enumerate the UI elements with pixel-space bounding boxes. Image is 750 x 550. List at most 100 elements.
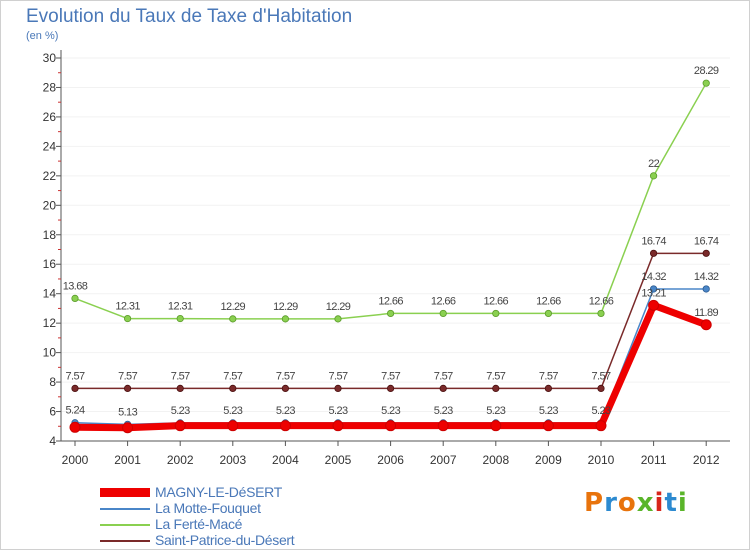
y-tick-label: 8 [49,375,56,389]
data-label-saint-patrice: 7.57 [118,370,137,382]
legend-label-la-ferte-mace: La Ferté-Macé [155,516,243,532]
data-label-la-ferte-mace: 12.31 [115,301,140,313]
y-tick-label: 6 [49,405,56,419]
data-label-la-ferte-mace: 12.66 [484,295,509,307]
x-tick-label: 2008 [482,453,509,467]
data-label-la-ferte-mace: 12.66 [378,295,403,307]
legend-item-magny: MAGNY-LE-DéSERT [100,484,360,501]
proxiti-logo: Proxiti [584,488,688,518]
data-label-la-ferte-mace: 12.29 [273,301,298,313]
x-tick-label: 2011 [641,453,667,467]
legend-label-la-motte-fouquet: La Motte-Fouquet [155,500,261,516]
legend-label-magny: MAGNY-LE-DéSERT [155,484,282,500]
data-point-saint-patrice [334,384,342,393]
data-label-la-ferte-mace: 12.29 [221,301,246,313]
data-point-la-ferte-mace [649,172,658,180]
y-tick-label: 16 [43,257,57,271]
data-label-saint-patrice: 7.57 [539,370,558,382]
x-tick-label: 2009 [535,453,562,467]
data-label-saint-patrice: 7.57 [381,370,400,382]
series-line-la-ferte-mace [74,82,707,320]
legend-label-saint-patrice: Saint-Patrice-du-Désert [155,532,295,548]
data-label-la-ferte-mace: 12.29 [326,301,351,313]
y-tick-label: 18 [43,228,57,242]
y-tick-label: 14 [43,287,57,301]
data-point-la-ferte-mace [492,309,500,318]
legend-swatch-la-motte-fouquet [100,508,150,510]
logo-letter: r [604,488,618,518]
data-label-la-ferte-mace: 12.66 [431,295,456,307]
chart-title: Evolution du Taux de Taxe d'Habitation [26,6,353,27]
legend-swatch-magny [100,488,150,497]
data-label-la-motte-fouquet: 5.23 [434,405,453,417]
data-point-la-ferte-mace [439,309,447,318]
logo-letter: P [584,488,605,518]
data-point-la-ferte-mace [71,294,79,303]
data-point-magny [174,420,186,432]
x-tick-label: 2005 [325,453,352,467]
data-label-la-motte-fouquet: 5.13 [118,406,137,418]
data-label-magny: 13.21 [641,287,666,299]
data-point-magny [227,420,239,432]
y-tick-label: 12 [43,316,57,330]
data-label-la-motte-fouquet: 5.23 [539,405,558,417]
data-point-magny [332,420,344,432]
logo-letter: i [654,488,665,518]
data-point-la-ferte-mace [124,314,132,323]
data-point-la-ferte-mace [334,315,342,323]
data-label-saint-patrice: 16.74 [694,235,719,247]
data-label-la-motte-fouquet: 5.23 [276,405,295,417]
data-point-saint-patrice [702,249,710,257]
data-point-saint-patrice [597,384,605,393]
data-point-magny [595,420,607,432]
data-label-la-motte-fouquet: 5.23 [591,405,610,417]
logo-letter: i [677,488,688,518]
data-point-la-ferte-mace [702,79,710,87]
y-axis-unit-label: (en %) [26,30,59,42]
data-point-la-ferte-mace [597,309,605,318]
data-label-la-motte-fouquet: 5.23 [381,405,400,417]
data-point-magny [122,422,134,434]
line-chart: 4 6 8 10 12 14 16 18 20 22 24 26 28 30 2000 2001 2002 200… [43,50,730,467]
data-label-la-ferte-mace: 28.29 [694,65,719,77]
data-label-la-motte-fouquet: 14.32 [694,271,719,283]
data-point-saint-patrice [71,384,79,393]
data-label-saint-patrice: 16.74 [641,235,666,247]
data-point-la-ferte-mace [386,309,395,318]
x-tick-label: 2006 [377,453,404,467]
chart-legend: MAGNY-LE-DéSERT La Motte-Fouquet La Fert… [100,484,360,549]
data-point-la-ferte-mace [176,314,184,323]
data-label-la-ferte-mace: 12.66 [589,295,614,307]
legend-item-saint-patrice: Saint-Patrice-du-Désert [100,532,360,549]
logo-letter: t [664,488,678,518]
data-point-magny [69,421,81,433]
data-point-la-ferte-mace [544,309,553,318]
data-point-la-motte-fouquet [649,285,658,293]
data-point-magny [279,420,291,432]
data-point-la-ferte-mace [281,315,289,323]
data-label-la-motte-fouquet: 5.24 [65,405,84,417]
data-point-saint-patrice [229,384,237,393]
data-label-la-ferte-mace: 12.31 [168,301,193,313]
legend-swatch-saint-patrice [100,540,150,542]
data-point-magny [648,299,660,311]
series-line-saint-patrice [75,252,707,390]
data-point-saint-patrice [544,384,553,393]
data-point-magny [437,420,449,432]
data-label-saint-patrice: 7.57 [223,370,242,382]
x-tick-label: 2007 [430,453,457,467]
data-point-saint-patrice [649,249,658,257]
y-tick-label: 20 [43,198,57,212]
y-tick-label: 24 [43,139,57,153]
x-tick-label: 2012 [693,453,720,467]
data-label-la-motte-fouquet: 5.23 [486,405,505,417]
data-label-saint-patrice: 7.57 [171,370,190,382]
y-tick-label: 30 [43,51,57,65]
data-label-saint-patrice: 7.57 [65,370,84,382]
data-point-saint-patrice [439,384,447,393]
logo-letter: x [636,488,655,518]
data-label-saint-patrice: 7.57 [434,370,453,382]
x-tick-label: 2004 [272,453,299,467]
data-point-saint-patrice [492,384,500,393]
